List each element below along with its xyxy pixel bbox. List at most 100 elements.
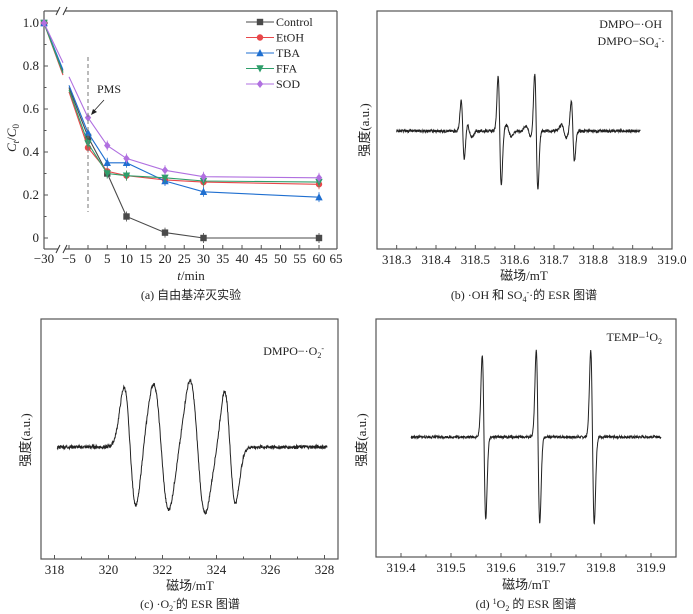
panel-c-o2-esr: 318 320 322 324 326 328 DMPO−·O2- 磁场/mT 强度(a.…	[18, 318, 339, 613]
panel-b-ylabel: 强度(a.u.)	[357, 103, 372, 156]
x-tick-label: 30	[197, 251, 210, 266]
legend-marker	[256, 65, 264, 73]
series-line-segment	[43, 22, 64, 64]
x-tick-label: 45	[255, 251, 268, 266]
panel-d-ylabel: 强度(a.u.)	[354, 413, 369, 466]
data-point	[199, 187, 208, 195]
panel-c-xlabel: 磁场/mT	[166, 578, 214, 593]
legend-label: TBA	[276, 46, 300, 60]
data-point	[200, 172, 207, 181]
legend-item-tba: TBA	[246, 46, 300, 60]
x-tick-label: 318.5	[461, 252, 490, 267]
panel-b-ticks: 318.3 318.4 318.5 318.6 318.7 318.8 318.9 319.0	[382, 245, 687, 267]
x-tick-label: 20	[159, 251, 172, 266]
x-tick-label: 318.8	[579, 252, 608, 267]
legend-marker	[256, 18, 264, 26]
axis-break-mark	[55, 244, 61, 254]
pms-arrow	[92, 99, 105, 113]
axis-break-mark	[55, 6, 61, 16]
legend-label: EtOH	[276, 31, 304, 45]
panel-c-caption: (c) ·O2-的 ESR 图谱	[140, 596, 240, 613]
panel-b-legend-oh: DMPO−·OH	[599, 17, 662, 31]
data-point	[103, 158, 111, 166]
x-tick-label: 40	[236, 251, 249, 266]
panel-a-ylabel: Ct/C0	[4, 124, 21, 152]
series-sod	[40, 19, 323, 183]
x-tick-label: 319.4	[386, 560, 416, 575]
x-tick-label: 319.9	[636, 560, 665, 575]
y-tick-label: 0.6	[23, 101, 40, 116]
panel-d-ticks: 319.4 319.5 319.6 319.7 319.8 319.9	[386, 553, 666, 575]
x-tick-label: 324	[207, 562, 227, 577]
panel-d-xlabel: 磁场/mT	[502, 577, 550, 592]
x-tick-label: 319.6	[486, 560, 516, 575]
panel-a-xlabel: t/min	[177, 268, 205, 283]
pms-arrow-head	[91, 109, 97, 115]
x-tick-label: 10	[120, 251, 133, 266]
y-tick-label: 1.0	[23, 15, 39, 30]
legend-label: SOD	[276, 77, 300, 91]
x-tick-label: 55	[293, 251, 306, 266]
panel-c-ticks: 318 320 322 324 326 328	[45, 555, 335, 577]
panel-b-xlabel: 磁场/mT	[500, 268, 548, 283]
legend-item-sod: SOD	[246, 77, 300, 91]
x-tick-label: 5	[104, 251, 111, 266]
panel-a-caption: (a) 自由基淬灭实验	[141, 287, 241, 302]
data-point	[84, 113, 92, 122]
panel-b-legend-so4: DMPO−SO4-·	[598, 34, 665, 50]
series-ffa	[40, 19, 323, 188]
x-tick-label: 326	[261, 562, 281, 577]
x-tick-label: 319.0	[657, 252, 686, 267]
x-tick-label: 0	[85, 251, 92, 266]
data-point	[315, 173, 323, 182]
data-point	[315, 193, 323, 201]
panel-a-series	[40, 19, 323, 243]
data-point	[103, 170, 111, 178]
panel-d-singlet-oxygen-esr: 319.4 319.5 319.6 319.7 319.8 319.9 TEMP−1O2 …	[354, 318, 677, 613]
y-tick-label: 0	[33, 230, 40, 245]
y-tick-label: 0.4	[23, 144, 40, 159]
series-line-segment	[43, 22, 64, 74]
x-tick-label: 50	[274, 251, 287, 266]
data-point	[40, 19, 48, 27]
panel-c-ylabel: 强度(a.u.)	[18, 413, 33, 466]
x-tick-label: 65	[330, 251, 343, 266]
x-tick-label: 328	[315, 562, 335, 577]
data-point	[161, 229, 169, 236]
panel-d-spectrum-line	[410, 349, 662, 525]
panel-a-ticks: −30 −5 0 5 10 15 20 25 30 35 40 45 50 55 60 6500.20.40.…	[23, 15, 343, 266]
data-point	[84, 128, 92, 136]
legend-item-ffa: FFA	[246, 62, 297, 76]
panel-c-legend: DMPO−·O2-	[263, 344, 324, 360]
legend-item-control: Control	[246, 15, 313, 29]
x-tick-label: −30	[34, 251, 54, 266]
legend-label: FFA	[276, 62, 297, 76]
panel-d-legend: TEMP−1O2	[607, 330, 662, 346]
panel-c-spectrum-line	[56, 378, 328, 515]
x-tick-label: 318.4	[421, 252, 451, 267]
x-tick-label: 25	[178, 251, 191, 266]
y-tick-label: 0.2	[23, 187, 39, 202]
data-point	[200, 234, 207, 242]
panel-d-caption: (d) 1O2 的 ESR 图谱	[476, 596, 577, 613]
x-tick-label: 15	[139, 251, 152, 266]
data-point	[122, 172, 131, 180]
x-tick-label: 318.9	[618, 252, 647, 267]
pms-annotation: PMS	[97, 82, 121, 96]
legend-marker	[256, 34, 264, 41]
data-point	[123, 154, 130, 163]
panel-b-oh-so4-esr: 318.3 318.4 318.5 318.6 318.7 318.8 318.9 319.0…	[357, 10, 687, 304]
data-point	[161, 174, 169, 182]
legend-marker	[256, 49, 264, 57]
x-tick-label: 319.7	[536, 560, 566, 575]
x-tick-label: 35	[216, 251, 229, 266]
x-tick-label: 322	[153, 562, 173, 577]
axis-break-mark	[62, 244, 68, 254]
x-tick-label: 318.7	[539, 252, 569, 267]
y-tick-label: 0.8	[23, 58, 39, 73]
x-tick-label: 318.6	[500, 252, 530, 267]
panel-b-spectrum-line	[396, 73, 641, 190]
legend-label: Control	[276, 15, 313, 29]
